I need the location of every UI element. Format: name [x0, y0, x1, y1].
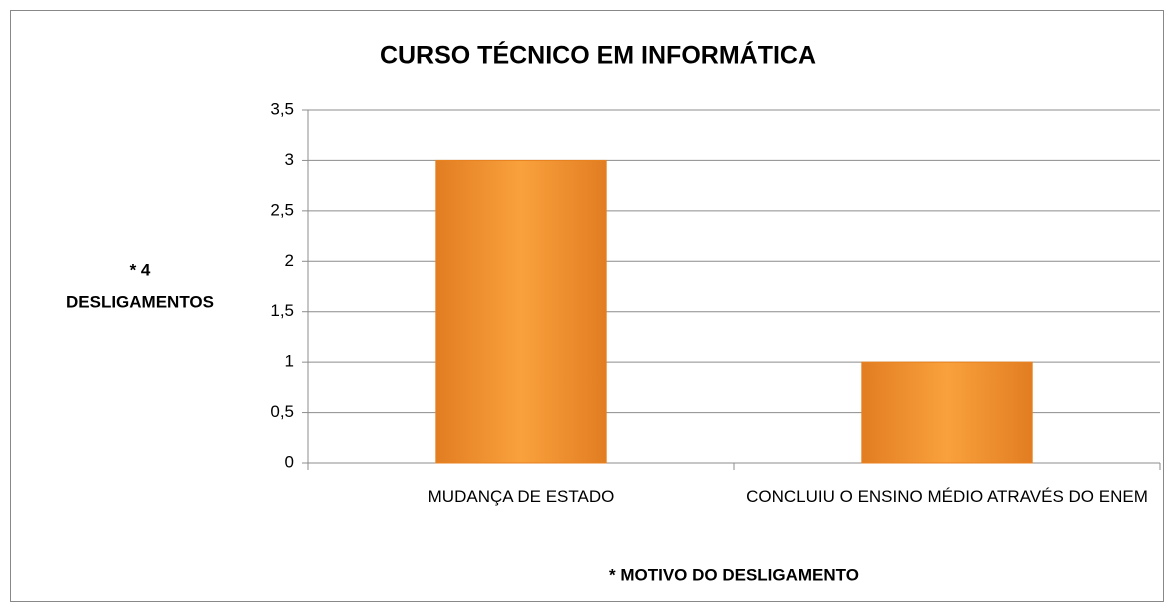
x-axis-label: * MOTIVO DO DESLIGAMENTO: [609, 565, 859, 584]
y-tick-label: 1: [285, 352, 294, 371]
y-tick-label: 2: [285, 251, 294, 270]
y-tick-label: 1,5: [270, 301, 294, 320]
y-tick-label: 3: [285, 150, 294, 169]
bar: [861, 361, 1033, 464]
y-axis-label: * 4: [130, 260, 151, 279]
y-tick-label: 2,5: [270, 200, 294, 219]
y-axis-label: DESLIGAMENTOS: [66, 292, 214, 311]
y-tick-label: 0,5: [270, 402, 294, 421]
bar: [435, 159, 607, 464]
x-tick-label: MUDANÇA DE ESTADO: [427, 487, 615, 506]
x-tick-label: CONCLUIU O ENSINO MÉDIO ATRAVÉS DO ENEM: [746, 487, 1148, 506]
y-tick-label: 0: [285, 452, 294, 471]
y-tick-label: 3,5: [270, 99, 294, 118]
chart-title: CURSO TÉCNICO EM INFORMÁTICA: [380, 41, 816, 70]
